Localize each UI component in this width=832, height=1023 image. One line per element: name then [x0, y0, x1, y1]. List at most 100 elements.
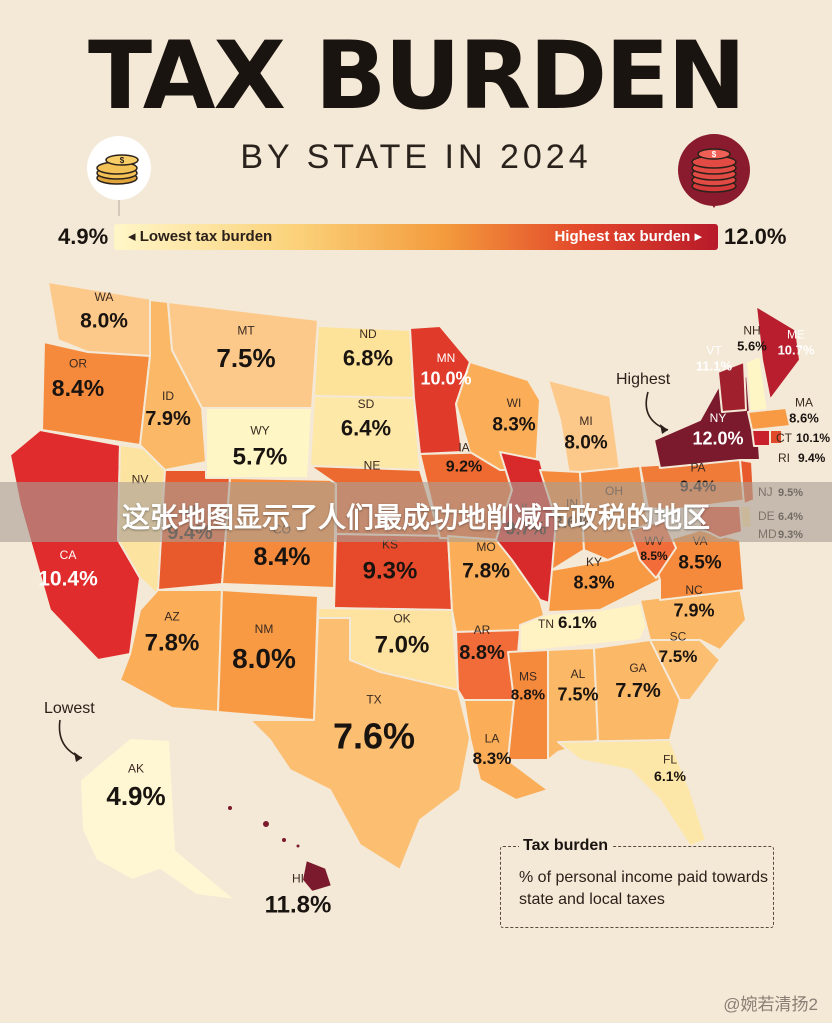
coin-stack-high-icon: $	[678, 134, 750, 208]
scale-max-value: 12.0%	[724, 224, 787, 249]
legend-description: % of personal income paid towards state …	[519, 869, 769, 908]
page-title: TAX BURDEN	[87, 22, 746, 131]
lowest-note: Lowest	[44, 700, 95, 717]
state-label-pa: PA	[690, 461, 705, 475]
scale-min-value: 4.9%	[58, 224, 109, 249]
state-label-ct: CT	[776, 431, 793, 445]
caption-banner: 这张地图显示了人们最成功地削减市政税的地区	[0, 482, 832, 542]
state-value-ky: 8.3%	[573, 572, 614, 592]
state-value-co: 8.4%	[254, 543, 311, 571]
state-value-tx: 7.6%	[333, 716, 415, 757]
legend-title: Tax burden	[519, 837, 613, 855]
state-value-or: 8.4%	[52, 375, 104, 401]
state-value-wa: 8.0%	[80, 309, 128, 332]
state-label-mt: MT	[237, 324, 255, 338]
state-shape-mn	[409, 325, 471, 455]
state-label-ak: AK	[128, 762, 144, 776]
state-label-sd: SD	[358, 397, 375, 411]
state-label-fl: FL	[663, 752, 677, 766]
state-label-ia: IA	[458, 441, 469, 455]
state-shape-ms	[507, 649, 549, 761]
state-label-mn: MN	[437, 351, 456, 365]
state-label-sc: SC	[670, 630, 687, 644]
state-value-wy: 5.7%	[233, 443, 288, 470]
highest-arrow	[645, 391, 669, 431]
state-value-mt: 7.5%	[216, 343, 275, 373]
state-shape-ak	[79, 737, 237, 901]
state-label-mo: MO	[476, 540, 495, 554]
state-value-az: 7.8%	[145, 629, 200, 656]
state-shape-wy	[205, 407, 313, 479]
state-value-ms: 8.8%	[511, 686, 545, 703]
state-label-ma: MA	[795, 395, 813, 409]
state-value-nh: 5.6%	[737, 339, 767, 354]
page-subtitle: BY STATE IN 2024	[240, 138, 592, 176]
state-value-ks: 9.3%	[363, 557, 418, 584]
watermark: @婉若清扬2	[723, 995, 818, 1014]
lowest-arrow	[58, 719, 83, 759]
state-shape-tx	[249, 617, 471, 871]
state-value-mi: 8.0%	[564, 433, 607, 454]
state-value-mo: 7.8%	[462, 559, 510, 582]
state-label-nc: NC	[685, 583, 703, 597]
state-value-wv: 8.5%	[640, 549, 668, 563]
state-label-nm: NM	[255, 622, 274, 636]
highest-arrow-head	[660, 424, 668, 434]
state-label-nh: NH	[743, 323, 760, 337]
caption-banner-text: 这张地图显示了人们最成功地削减市政税的地区	[121, 501, 710, 534]
state-label-hi: HI	[292, 871, 304, 885]
state-label-nd: ND	[359, 327, 377, 341]
state-label-ar: AR	[474, 623, 491, 637]
state-value-ar: 8.8%	[459, 642, 505, 664]
state-value-sc: 7.5%	[659, 647, 698, 666]
state-shape-ct	[751, 429, 771, 447]
coin-stack-low-icon: $	[87, 136, 151, 216]
state-label-ny: NY	[710, 411, 727, 425]
state-value-ri: 9.4%	[798, 451, 826, 465]
state-value-mn: 10.0%	[420, 368, 471, 388]
state-label-ri: RI	[778, 451, 790, 465]
state-value-fl: 6.1%	[654, 768, 686, 784]
legend-box: Tax burden % of personal income paid tow…	[500, 837, 774, 928]
state-value-sd: 6.4%	[341, 416, 391, 441]
svg-text:$: $	[120, 156, 125, 165]
state-label-wa: WA	[95, 290, 114, 304]
state-value-ny: 12.0%	[692, 428, 743, 448]
lowest-arrow-head	[74, 752, 82, 762]
state-value-nm: 8.0%	[232, 643, 296, 674]
state-value-id: 7.9%	[145, 408, 191, 430]
state-label-ca: CA	[60, 548, 77, 562]
state-label-ga: GA	[629, 661, 646, 675]
state-value-va: 8.5%	[678, 553, 721, 574]
state-label-mi: MI	[579, 414, 592, 428]
state-value-ga: 7.7%	[615, 680, 661, 702]
state-label-ms: MS	[519, 670, 537, 684]
state-value-la: 8.3%	[473, 749, 512, 768]
state-shape-hi	[226, 804, 333, 893]
state-value-nd: 6.8%	[343, 346, 393, 371]
state-shape-vt	[717, 361, 747, 413]
state-label-az: AZ	[164, 609, 179, 623]
state-shape-mi	[547, 379, 621, 481]
scale-low-label: ◂ Lowest tax burden	[128, 228, 273, 245]
state-label-ne: NE	[364, 458, 381, 472]
state-label-wy: WY	[250, 423, 269, 437]
state-value-ia: 9.2%	[446, 459, 482, 476]
state-label-ok: OK	[393, 611, 410, 625]
state-shape-fl	[557, 739, 707, 847]
state-shape-ma	[747, 407, 791, 431]
state-label-la: LA	[485, 732, 500, 746]
state-label-al: AL	[571, 667, 586, 681]
state-value-al: 7.5%	[557, 684, 598, 704]
state-value-ak: 4.9%	[106, 781, 165, 811]
state-value-hi: 11.8%	[265, 891, 332, 918]
state-value-ca: 10.4%	[38, 567, 98, 590]
scale-high-label: Highest tax burden ▸	[554, 228, 702, 245]
state-value-tn: 6.1%	[558, 613, 597, 632]
color-scale-bar	[114, 224, 718, 250]
state-label-tx: TX	[366, 693, 381, 707]
state-value-me: 10.7%	[778, 343, 815, 358]
state-value-vt: 11.1%	[696, 359, 733, 374]
state-value-nc: 7.9%	[673, 600, 714, 620]
state-shape-me	[755, 305, 801, 401]
